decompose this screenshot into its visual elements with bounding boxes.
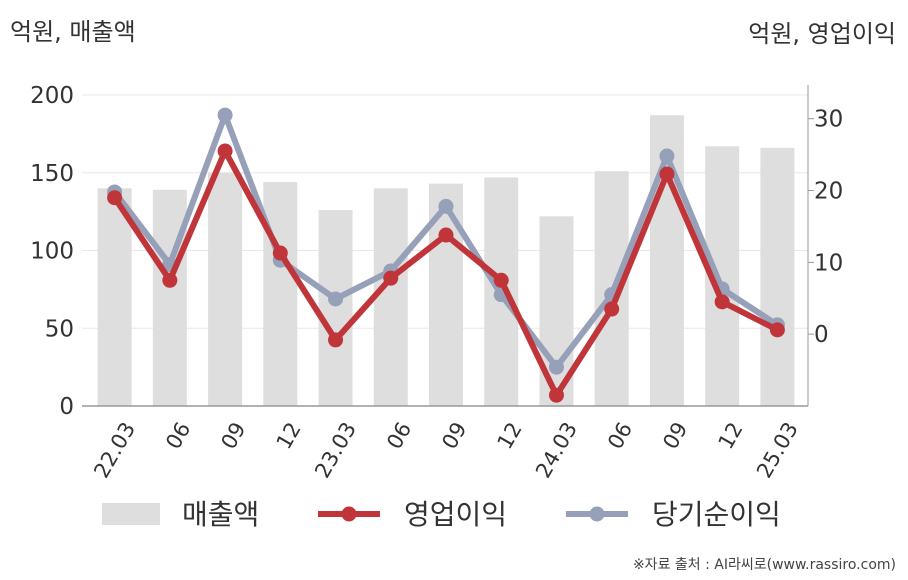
x-tick-label: 09	[437, 418, 471, 453]
operating-profit-point	[217, 143, 233, 159]
net-income-point	[548, 359, 564, 375]
y-right-tick-label: 0	[814, 322, 829, 348]
legend-operating-profit-label: 영업이익	[404, 498, 507, 531]
x-tick-label: 06	[161, 418, 195, 453]
legend-operating-profit-marker	[341, 506, 357, 522]
legend-revenue-label: 매출액	[182, 498, 259, 531]
revenue-bar	[263, 182, 298, 406]
x-tick-label: 09	[216, 418, 250, 453]
operating-profit-point	[548, 387, 564, 403]
revenue-bar	[760, 147, 795, 406]
operating-profit-point	[604, 301, 620, 317]
operating-profit-point	[107, 190, 123, 206]
operating-profit-point	[162, 272, 178, 288]
x-tick-label: 24.03	[531, 418, 582, 482]
left-axis-unit: 억원, 매출액	[10, 18, 136, 46]
right-axis-unit: 억원, 영업이익	[748, 20, 896, 48]
revenue-bar	[373, 188, 408, 406]
legend-net-income-marker	[589, 506, 605, 522]
revenue-bar	[208, 172, 243, 406]
net-income-point	[438, 198, 454, 214]
y-left-tick-label: 50	[45, 316, 74, 342]
x-tick-label: 12	[713, 418, 747, 453]
y-left-tick-label: 150	[30, 161, 74, 187]
x-tick-label: 06	[603, 418, 637, 453]
revenue-bar	[97, 188, 132, 406]
legend-net-income-label: 당기순이익	[652, 498, 781, 531]
y-right-tick-label: 20	[814, 179, 843, 205]
net-income-point	[659, 148, 675, 164]
net-income-point	[217, 107, 233, 123]
x-tick-label: 25.03	[752, 418, 803, 482]
x-tick-label: 23.03	[310, 418, 361, 482]
legend-revenue-swatch	[102, 503, 160, 525]
y-right-tick-label: 10	[814, 250, 843, 276]
operating-profit-point	[383, 270, 399, 286]
x-tick-label: 06	[382, 418, 416, 453]
operating-profit-point	[328, 332, 344, 348]
revenue-bar	[318, 210, 353, 406]
x-tick-label: 09	[658, 418, 692, 453]
y-left-tick-label: 200	[30, 83, 74, 109]
operating-profit-point	[714, 294, 730, 310]
source-note: ※자료 출처 : AI라씨로(www.rassiro.com)	[632, 557, 896, 573]
revenue-bar	[152, 189, 187, 406]
x-tick-label: 12	[493, 418, 527, 453]
x-tick-label: 12	[272, 418, 306, 453]
operating-profit-point	[438, 227, 454, 243]
operating-profit-point	[769, 322, 785, 338]
y-right-tick-label: 30	[814, 107, 843, 133]
y-left-tick-label: 100	[30, 239, 74, 265]
operating-profit-point	[659, 166, 675, 182]
net-income-point	[328, 291, 344, 307]
operating-profit-point	[272, 245, 288, 261]
x-tick-label: 22.03	[89, 418, 140, 482]
y-left-tick-label: 0	[59, 394, 74, 420]
operating-profit-point	[493, 272, 509, 288]
